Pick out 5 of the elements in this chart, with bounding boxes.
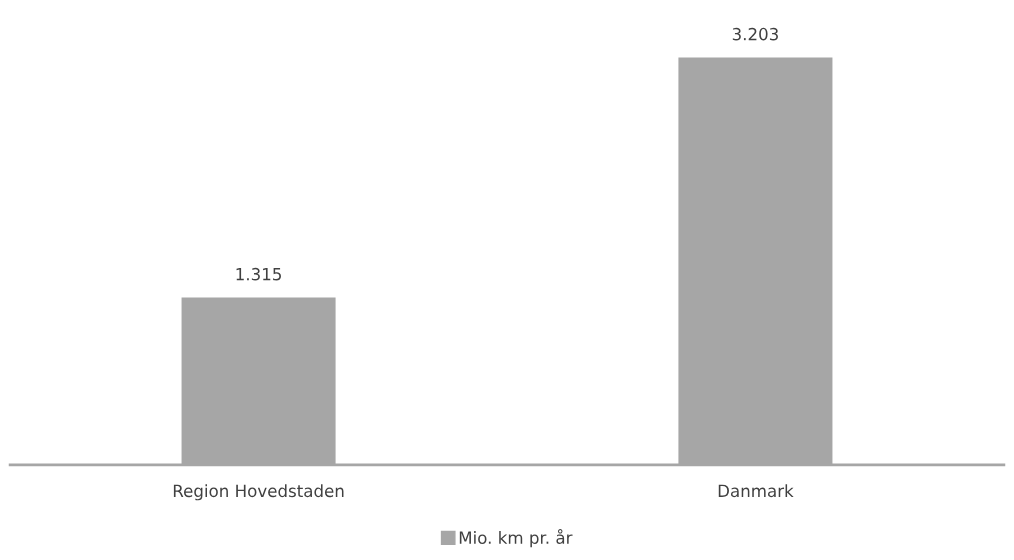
data-label: 1.315 [236,267,281,281]
x-tick-label: Region Hovedstaden [173,484,344,501]
data-label: 3.203 [732,27,778,41]
x-tick-label: Danmark [718,484,794,498]
legend-label: Mio. km pr. år [459,529,573,548]
